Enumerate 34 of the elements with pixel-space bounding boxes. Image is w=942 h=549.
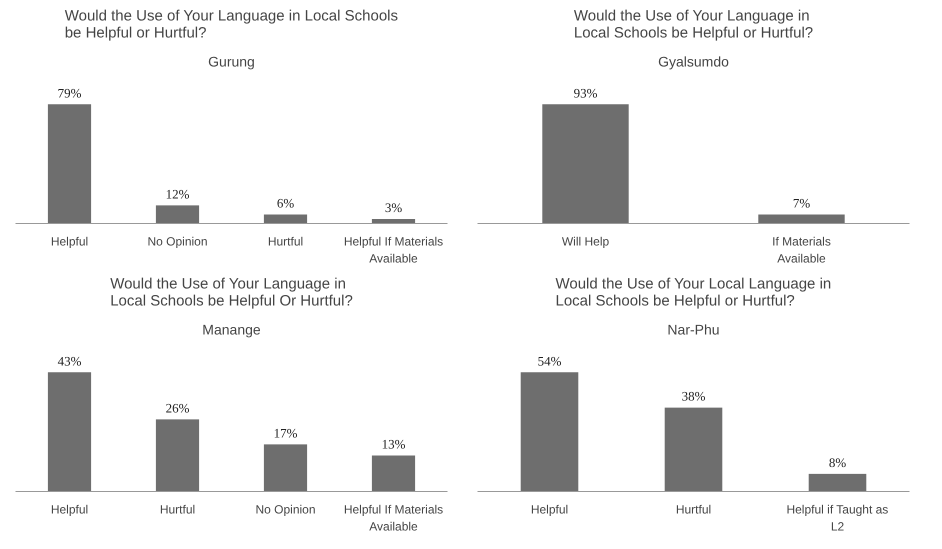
data-label: 6%: [276, 195, 294, 210]
x-tick-label: No Opinion: [255, 502, 316, 516]
data-label: 43%: [58, 353, 82, 368]
chart-title: Would the Use of Your Language in Local Schools be Helpful or Hurtful?: [574, 8, 814, 42]
x-tick-label: Helpful If Materials Available: [344, 502, 444, 534]
data-label: 8%: [828, 454, 846, 470]
chart-subtitle: Nar-Phu: [667, 322, 720, 338]
x-tick-label: Helpful If Materials Available: [344, 234, 444, 266]
x-tick-label: Helpful: [50, 502, 88, 516]
x-tick-label: Helpful: [530, 502, 568, 516]
data-label: 7%: [792, 196, 810, 211]
x-tick-label: Will Help: [562, 234, 610, 248]
chart-title: Would the Use of Your Language in Local Schools be Helpful or Hurtful?: [64, 8, 398, 42]
data-label: 54%: [538, 353, 562, 368]
x-tick-label: Hurtful: [676, 502, 712, 516]
chart-title: Would the Use of Your Language in Local Schools be Helpful Or Hurtful?: [110, 276, 353, 310]
x-tick-label: Hurtful: [268, 234, 304, 248]
x-tick-label: If Materials Available: [772, 234, 831, 266]
x-tick-label: Hurtful: [160, 502, 196, 516]
chart-title: Would the Use of Your Local Language in Local Schools be Helpful or Hurtful?: [555, 276, 832, 310]
x-tick-label: Helpful if Taught as L2: [786, 502, 888, 534]
data-label: 17%: [274, 425, 298, 440]
data-label: 3%: [384, 200, 402, 215]
chart-subtitle: Manange: [202, 322, 261, 338]
data-label: 26%: [166, 400, 190, 416]
data-label: 79%: [58, 85, 82, 100]
x-tick-label: Helpful: [50, 234, 88, 248]
data-label: 93%: [574, 85, 598, 100]
data-label: 13%: [382, 436, 406, 452]
data-label: 38%: [682, 388, 706, 404]
chart-subtitle: Gyalsumdo: [658, 54, 730, 70]
chart-subtitle: Gurung: [208, 54, 255, 70]
x-tick-label: No Opinion: [147, 234, 208, 248]
data-label: 12%: [166, 186, 190, 202]
